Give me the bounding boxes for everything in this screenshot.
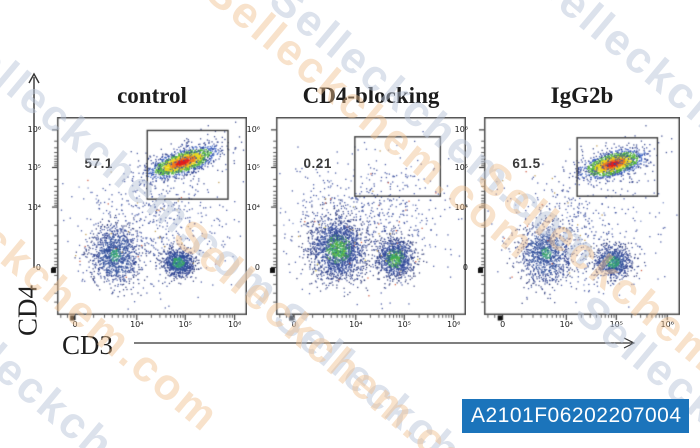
y-tick-label: 10⁵ [454, 162, 468, 172]
y-tick-label: 10⁶ [246, 125, 260, 135]
y-tick-label: 10⁵ [246, 162, 260, 172]
catalog-number-badge: A2101F06202207004 [462, 399, 689, 433]
y-tick-label: 0 [35, 262, 41, 272]
x-tick-label: 10⁴ [130, 320, 144, 329]
x-tick-label: 10⁵ [178, 320, 192, 329]
x-tick-label: 10⁶ [446, 320, 461, 329]
y-tick-label: 10⁴ [246, 202, 260, 212]
x-tick-label: 10⁵ [609, 320, 623, 329]
panel-title: control [117, 83, 187, 108]
x-tick-label: 10⁵ [397, 320, 411, 329]
panel-title: CD4-blocking [302, 83, 440, 108]
gate-percentage: 57.1 [84, 155, 113, 171]
x-tick-label: 0 [72, 320, 78, 329]
flow-plot-igg2b: IgG2b 61.5 0 10⁴ 10⁵ 10⁶ 10⁶ 10⁵ 10⁴ 0 [455, 83, 680, 329]
y-tick-label: 0 [254, 262, 260, 272]
gate-percentage: 61.5 [512, 155, 541, 171]
y-tick-label: 10⁶ [454, 125, 468, 135]
y-tick-label: 0 [462, 262, 468, 272]
x-tick-label: 10⁴ [349, 320, 363, 329]
gate-percentage: 0.21 [303, 155, 332, 171]
y-tick-label: 10⁴ [454, 202, 468, 212]
x-tick-label: 10⁶ [660, 320, 674, 329]
x-axis-arrow [134, 337, 636, 349]
scatter-plot-canvas [264, 117, 466, 329]
y-axis-arrow [28, 72, 40, 268]
x-tick-label: 0 [291, 320, 297, 329]
x-tick-label: 10⁴ [559, 320, 573, 329]
x-tick-label: 0 [500, 320, 506, 329]
y-axis-label: CD4 [12, 285, 43, 337]
scatter-plot-canvas [472, 117, 680, 329]
x-axis-label: CD3 [62, 330, 114, 360]
x-tick-label: 10⁶ [227, 320, 242, 329]
scatter-plot-canvas [45, 117, 247, 329]
panel-title: IgG2b [550, 83, 614, 108]
flow-plot-cd4-blocking: CD4-blocking 0.21 0 10⁴ 10⁵ 10⁶ 10⁶ 10⁵ 10⁴ 0 [247, 83, 466, 329]
